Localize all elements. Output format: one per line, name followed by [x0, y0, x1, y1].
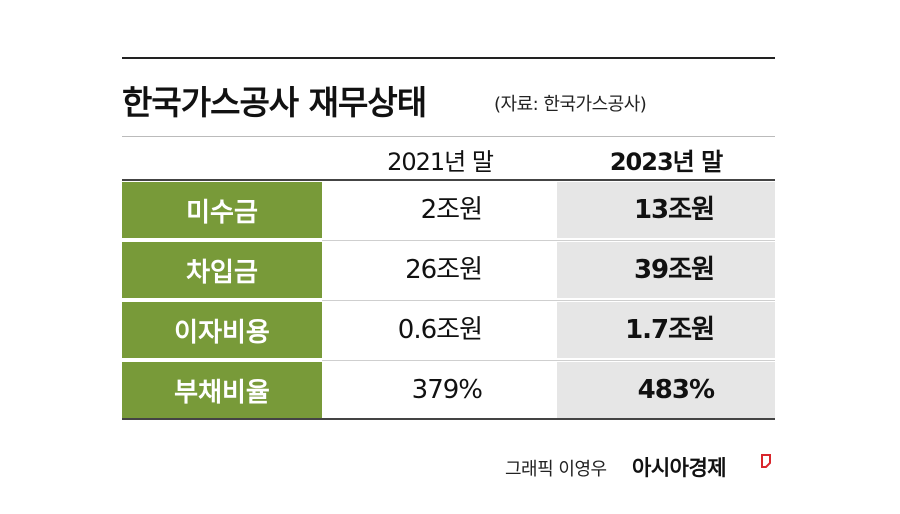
cell-value: 483% — [637, 375, 715, 405]
highlight-cell — [557, 302, 775, 358]
cell-value: 13조원 — [633, 195, 715, 225]
row-label: 미수금 — [122, 182, 322, 238]
title: 한국가스공사 재무상태 — [122, 83, 427, 122]
cell-value: 2조원 — [420, 195, 483, 225]
column-header: 2023년 말 — [609, 148, 723, 176]
row-label: 부채비율 — [122, 362, 322, 418]
title-rule — [122, 136, 775, 137]
row-separator — [322, 240, 775, 241]
source: (자료: 한국가스공사) — [494, 94, 647, 115]
cell-value: 0.6조원 — [397, 315, 483, 345]
cell-value: 39조원 — [633, 255, 715, 285]
cell-value: 26조원 — [405, 255, 483, 285]
highlight-cell — [557, 362, 775, 418]
brand-icon — [761, 454, 771, 468]
cell-value: 379% — [411, 375, 483, 405]
highlight-cell — [557, 242, 775, 298]
credit: 그래픽 이영우 — [505, 459, 607, 480]
row-separator — [322, 300, 775, 301]
row-label: 이자비용 — [122, 302, 322, 358]
top-rule — [122, 57, 775, 59]
bottom-rule — [122, 418, 775, 420]
column-header: 2021년 말 — [387, 148, 494, 176]
header-rule — [122, 179, 775, 181]
row-label: 차입금 — [122, 242, 322, 298]
brand: 아시아경제 — [632, 456, 727, 480]
cell-value: 1.7조원 — [625, 315, 715, 345]
row-separator — [322, 360, 775, 361]
highlight-cell — [557, 182, 775, 238]
